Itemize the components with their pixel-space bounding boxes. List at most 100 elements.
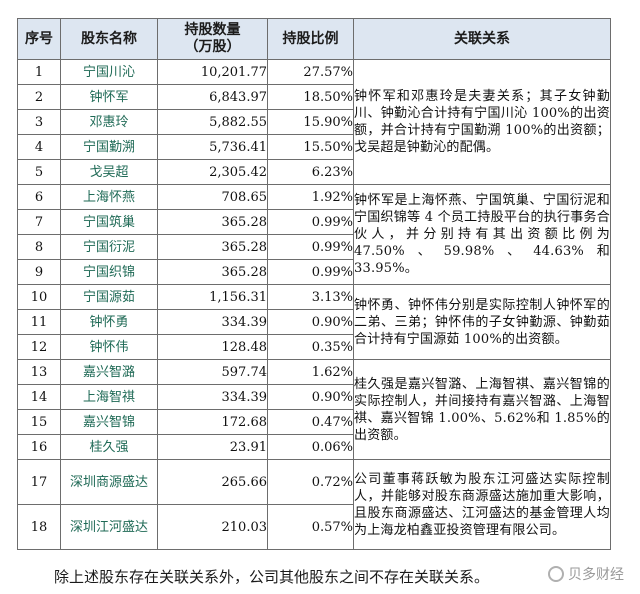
- table-row: 9 宁国织锦 365.28 0.99%: [17, 259, 611, 285]
- row-index: 16: [17, 434, 61, 460]
- row-index: 2: [17, 84, 61, 110]
- watermark: 贝多财经: [544, 562, 628, 586]
- holding-ratio: 18.50%: [267, 84, 354, 110]
- shareholder-name: 邓惠玲: [60, 109, 158, 135]
- watermark-logo-icon: [548, 566, 564, 582]
- holding-ratio: 0.57%: [267, 504, 354, 550]
- table-row: 4 宁国勤溯 5,736.41 15.50%: [17, 134, 611, 160]
- shares-amount: 597.74: [157, 359, 268, 385]
- table-row: 6 上海怀燕 708.65 1.92% 钟怀军是上海怀燕、宁国筑巢、宁国衍泥和宁…: [17, 184, 611, 285]
- table-row: 18 深圳江河盛达 210.03 0.57%: [17, 504, 611, 550]
- shareholder-name: 宁国源茹: [60, 284, 158, 310]
- row-index: 7: [17, 209, 61, 235]
- shareholder-name: 深圳江河盛达: [60, 504, 158, 550]
- shareholder-name: 钟怀伟: [60, 334, 158, 360]
- shares-amount: 365.28: [157, 259, 268, 285]
- relation-note: 钟怀军是上海怀燕、宁国筑巢、宁国衍泥和宁国织锦等 4 个员工持股平台的执行事务合…: [353, 184, 611, 285]
- shares-amount: 6,843.97: [157, 84, 268, 110]
- shares-amount: 10,201.77: [157, 59, 268, 85]
- header-shares-line1: 持股数量: [184, 22, 241, 38]
- shares-amount: 210.03: [157, 504, 268, 550]
- shares-amount: 334.39: [157, 384, 268, 410]
- holding-ratio: 0.35%: [267, 334, 354, 360]
- table-row: 13 嘉兴智潞 597.74 1.62% 桂久强是嘉兴智潞、上海智祺、嘉兴智锦的…: [17, 359, 611, 460]
- holding-ratio: 0.99%: [267, 259, 354, 285]
- shareholder-name: 上海怀燕: [60, 184, 158, 210]
- holding-ratio: 0.06%: [267, 434, 354, 460]
- shareholder-name: 上海智祺: [60, 384, 158, 410]
- shares-amount: 2,305.42: [157, 159, 268, 185]
- shares-amount: 172.68: [157, 409, 268, 435]
- watermark-text: 贝多财经: [568, 567, 624, 583]
- shares-amount: 5,736.41: [157, 134, 268, 160]
- row-index: 18: [17, 504, 61, 550]
- holding-ratio: 3.13%: [267, 284, 354, 310]
- header-ratio: 持股比例: [267, 18, 354, 60]
- holding-ratio: 0.99%: [267, 209, 354, 235]
- shareholder-name: 嘉兴智潞: [60, 359, 158, 385]
- relation-note: 桂久强是嘉兴智潞、上海智祺、嘉兴智锦的实际控制人，并间接持有嘉兴智潞、上海智祺、…: [353, 359, 611, 460]
- holding-ratio: 0.90%: [267, 384, 354, 410]
- shareholder-name: 宁国勤溯: [60, 134, 158, 160]
- holding-ratio: 0.99%: [267, 234, 354, 260]
- header-index: 序号: [17, 18, 61, 60]
- holding-ratio: 0.47%: [267, 409, 354, 435]
- shares-amount: 365.28: [157, 234, 268, 260]
- holding-ratio: 1.92%: [267, 184, 354, 210]
- shareholder-name: 嘉兴智锦: [60, 409, 158, 435]
- shareholder-name: 戈吴超: [60, 159, 158, 185]
- shareholder-name: 宁国衍泥: [60, 234, 158, 260]
- holding-ratio: 0.72%: [267, 459, 354, 505]
- row-index: 5: [17, 159, 61, 185]
- row-index: 11: [17, 309, 61, 335]
- relation-note: 钟怀军和邓惠玲是夫妻关系；其子女钟勤川、钟勤沁合计持有宁国川沁 100%的出资额…: [353, 59, 611, 185]
- table-row: 3 邓惠玲 5,882.55 15.90%: [17, 109, 611, 135]
- row-index: 13: [17, 359, 61, 385]
- shares-amount: 1,156.31: [157, 284, 268, 310]
- shareholder-name: 钟怀勇: [60, 309, 158, 335]
- header-name: 股东名称: [60, 18, 158, 60]
- header-relation: 关联关系: [353, 18, 611, 60]
- shareholder-name: 深圳商源盛达: [60, 459, 158, 505]
- row-index: 14: [17, 384, 61, 410]
- shares-amount: 265.66: [157, 459, 268, 505]
- table-row: 5 戈吴超 2,305.42 6.23%: [17, 159, 611, 185]
- row-index: 12: [17, 334, 61, 360]
- table-row: 7 宁国筑巢 365.28 0.99%: [17, 209, 611, 235]
- row-index: 3: [17, 109, 61, 135]
- table-row: 17 深圳商源盛达 265.66 0.72% 公司董事蒋跃敏为股东江河盛达实际控…: [17, 459, 611, 550]
- header-shares: 持股数量 （万股）: [157, 18, 268, 60]
- shareholder-name: 钟怀军: [60, 84, 158, 110]
- row-index: 10: [17, 284, 61, 310]
- shareholder-table: 序号 股东名称 持股数量 （万股） 持股比例 关联关系 1 宁国川沁 10,20…: [17, 18, 611, 550]
- table-row: 10 宁国源茹 1,156.31 3.13% 钟怀勇、钟怀伟分别是实际控制人钟怀…: [17, 284, 611, 360]
- shareholder-name: 宁国筑巢: [60, 209, 158, 235]
- table-row: 8 宁国衍泥 365.28 0.99%: [17, 234, 611, 260]
- holding-ratio: 1.62%: [267, 359, 354, 385]
- shares-amount: 365.28: [157, 209, 268, 235]
- row-index: 8: [17, 234, 61, 260]
- footer-caption: 除上述股东存在关联关系外，公司其他股东之间不存在关联关系。: [54, 568, 490, 586]
- holding-ratio: 15.90%: [267, 109, 354, 135]
- table-row: 12 钟怀伟 128.48 0.35%: [17, 334, 611, 360]
- shares-amount: 128.48: [157, 334, 268, 360]
- shares-amount: 5,882.55: [157, 109, 268, 135]
- shareholder-name: 宁国织锦: [60, 259, 158, 285]
- holding-ratio: 6.23%: [267, 159, 354, 185]
- row-index: 15: [17, 409, 61, 435]
- holding-ratio: 27.57%: [267, 59, 354, 85]
- row-index: 6: [17, 184, 61, 210]
- row-index: 1: [17, 59, 61, 85]
- relation-note: 钟怀勇、钟怀伟分别是实际控制人钟怀军的二弟、三弟；钟怀伟的子女钟勤源、钟勤茹合计…: [353, 284, 611, 360]
- row-index: 17: [17, 459, 61, 505]
- shareholder-name: 宁国川沁: [60, 59, 158, 85]
- relation-note: 公司董事蒋跃敏为股东江河盛达实际控制人，并能够对股东商源盛达施加重大影响，且股东…: [353, 459, 611, 550]
- holding-ratio: 0.90%: [267, 309, 354, 335]
- table-row: 1 宁国川沁 10,201.77 27.57% 钟怀军和邓惠玲是夫妻关系；其子女…: [17, 59, 611, 185]
- table-header-row: 序号 股东名称 持股数量 （万股） 持股比例 关联关系: [17, 18, 611, 60]
- shares-amount: 708.65: [157, 184, 268, 210]
- holding-ratio: 15.50%: [267, 134, 354, 160]
- header-shares-line2: （万股）: [184, 39, 241, 55]
- row-index: 9: [17, 259, 61, 285]
- table-row: 15 嘉兴智锦 172.68 0.47%: [17, 409, 611, 435]
